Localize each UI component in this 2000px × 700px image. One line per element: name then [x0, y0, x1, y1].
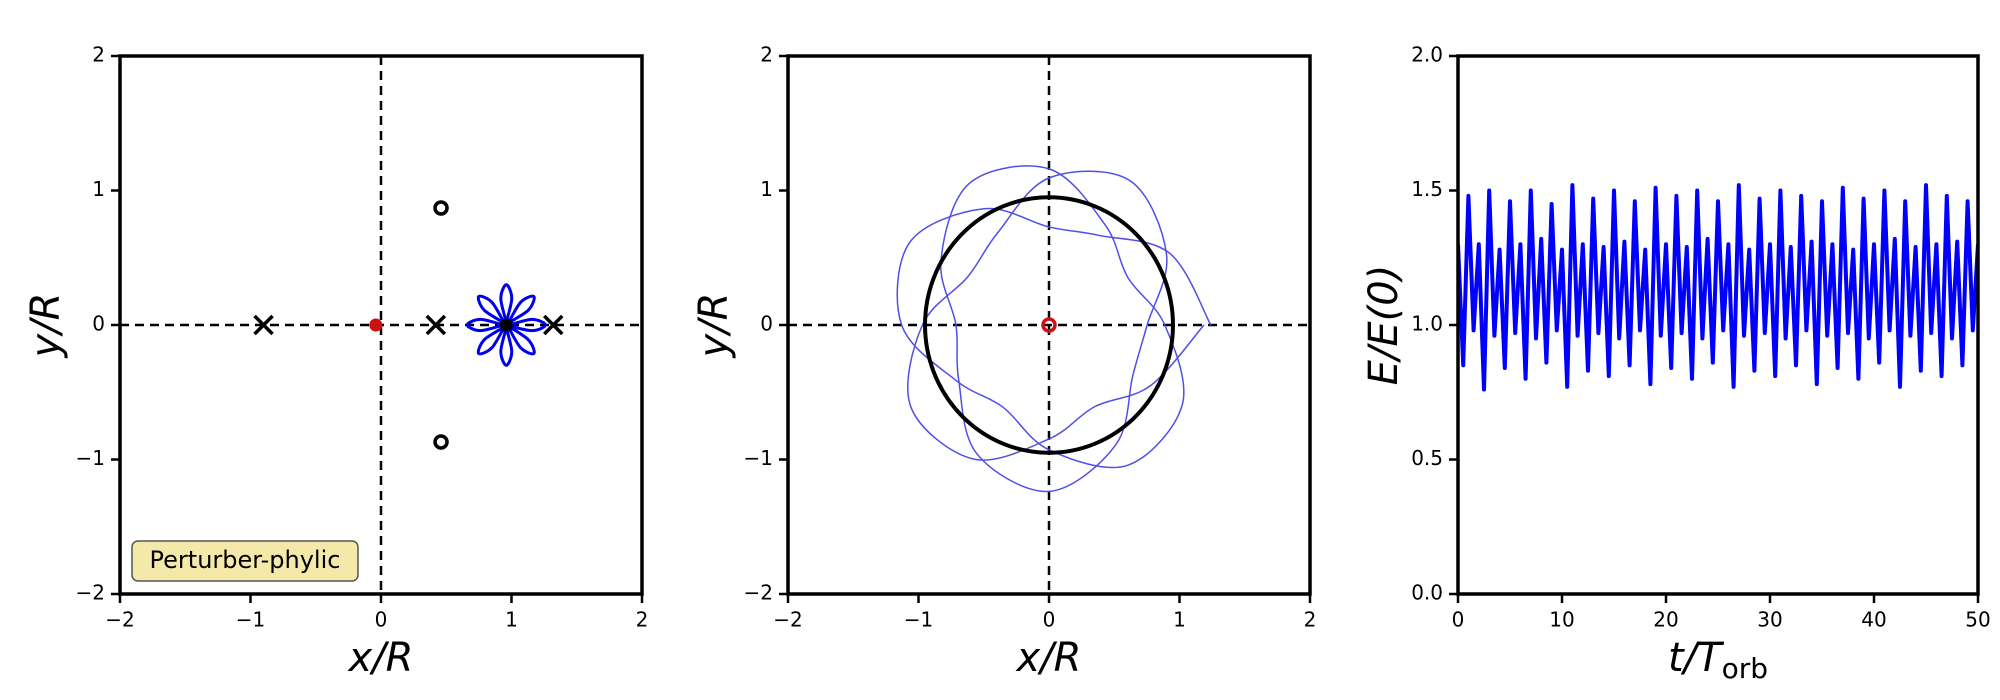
- x-axis-label-sub: orb: [1722, 652, 1768, 685]
- x-tick-label: 2: [1304, 608, 1317, 632]
- plot-area: [1458, 183, 1978, 392]
- x-tick-label: −1: [236, 608, 265, 632]
- y-axis-label: E/E(0): [1361, 265, 1407, 386]
- y-axis-label: y/R: [23, 293, 69, 359]
- x-tick-label: 20: [1653, 608, 1678, 632]
- x-axis-label-main: t/T: [1668, 635, 1725, 681]
- y-tick-label: 2: [760, 43, 773, 67]
- x-tick-label: 0: [375, 608, 388, 632]
- y-tick-label: 0: [760, 312, 773, 336]
- x-tick-label: 30: [1757, 608, 1782, 632]
- annotation-box: [131, 540, 359, 582]
- y-tick-label: 1.0: [1411, 312, 1443, 336]
- x-tick-label: 10: [1549, 608, 1574, 632]
- y-tick-label: 1: [760, 177, 773, 201]
- x-tick-label: 40: [1861, 608, 1886, 632]
- trajectory: [896, 165, 1212, 493]
- x-axis-label: x/R: [1015, 635, 1082, 681]
- x-axis-label-main: x/R: [347, 635, 414, 681]
- y-tick-label: −1: [76, 446, 105, 470]
- ring-marker: [1041, 317, 1057, 333]
- x-tick-label: −2: [773, 608, 802, 632]
- y-tick-label: −2: [744, 581, 773, 605]
- y-tick-label: 1: [92, 177, 105, 201]
- x-tick-label: −1: [904, 608, 933, 632]
- x-axis-label: x/R: [347, 635, 414, 681]
- x-tick-label: 1: [1173, 608, 1186, 632]
- panel: −2 −1 0 1 2 −2 −1 0 1 2 x/R y/R Perturber-phylic: [23, 43, 648, 682]
- dot-marker: [499, 318, 513, 332]
- x-axis-label-main: x/R: [1015, 635, 1082, 681]
- dot-marker: [369, 318, 383, 332]
- x-tick-label: 2: [636, 608, 649, 632]
- x-tick-label: 1: [505, 608, 518, 632]
- y-tick-label: 0.0: [1411, 581, 1443, 605]
- y-tick-label: 1.5: [1411, 177, 1443, 201]
- trajectory: [1458, 183, 1978, 392]
- y-tick-label: −1: [744, 446, 773, 470]
- ring-marker: [433, 434, 449, 450]
- plot-area: [788, 56, 1310, 594]
- x-axis-label: t/Torb: [1668, 635, 1768, 685]
- x-tick-label: 0: [1452, 608, 1465, 632]
- x-marker: [425, 314, 447, 336]
- x-marker: [543, 314, 564, 336]
- panel: 0 10 20 30 40 50 0.0 0.5 1.0 1.5 2.0 t/Torb E/E(0): [1361, 43, 1991, 686]
- annotation: Perturber-phylic: [150, 546, 341, 574]
- y-tick-label: −2: [76, 581, 105, 605]
- y-tick-label: 0: [92, 312, 105, 336]
- x-tick-label: 50: [1965, 608, 1990, 632]
- x-marker: [253, 314, 274, 336]
- y-tick-label: 2: [92, 43, 105, 67]
- y-tick-label: 2.0: [1411, 43, 1443, 67]
- x-tick-label: −2: [105, 608, 134, 632]
- y-axis-label: y/R: [691, 293, 737, 359]
- x-tick-label: 0: [1043, 608, 1056, 632]
- ring-marker: [433, 200, 449, 216]
- reference-circle: [923, 195, 1175, 455]
- plot-area: [120, 56, 642, 594]
- y-tick-label: 0.5: [1411, 446, 1443, 470]
- panel: −2 −1 0 1 2 −2 −1 0 1 2 x/R y/R: [691, 43, 1316, 682]
